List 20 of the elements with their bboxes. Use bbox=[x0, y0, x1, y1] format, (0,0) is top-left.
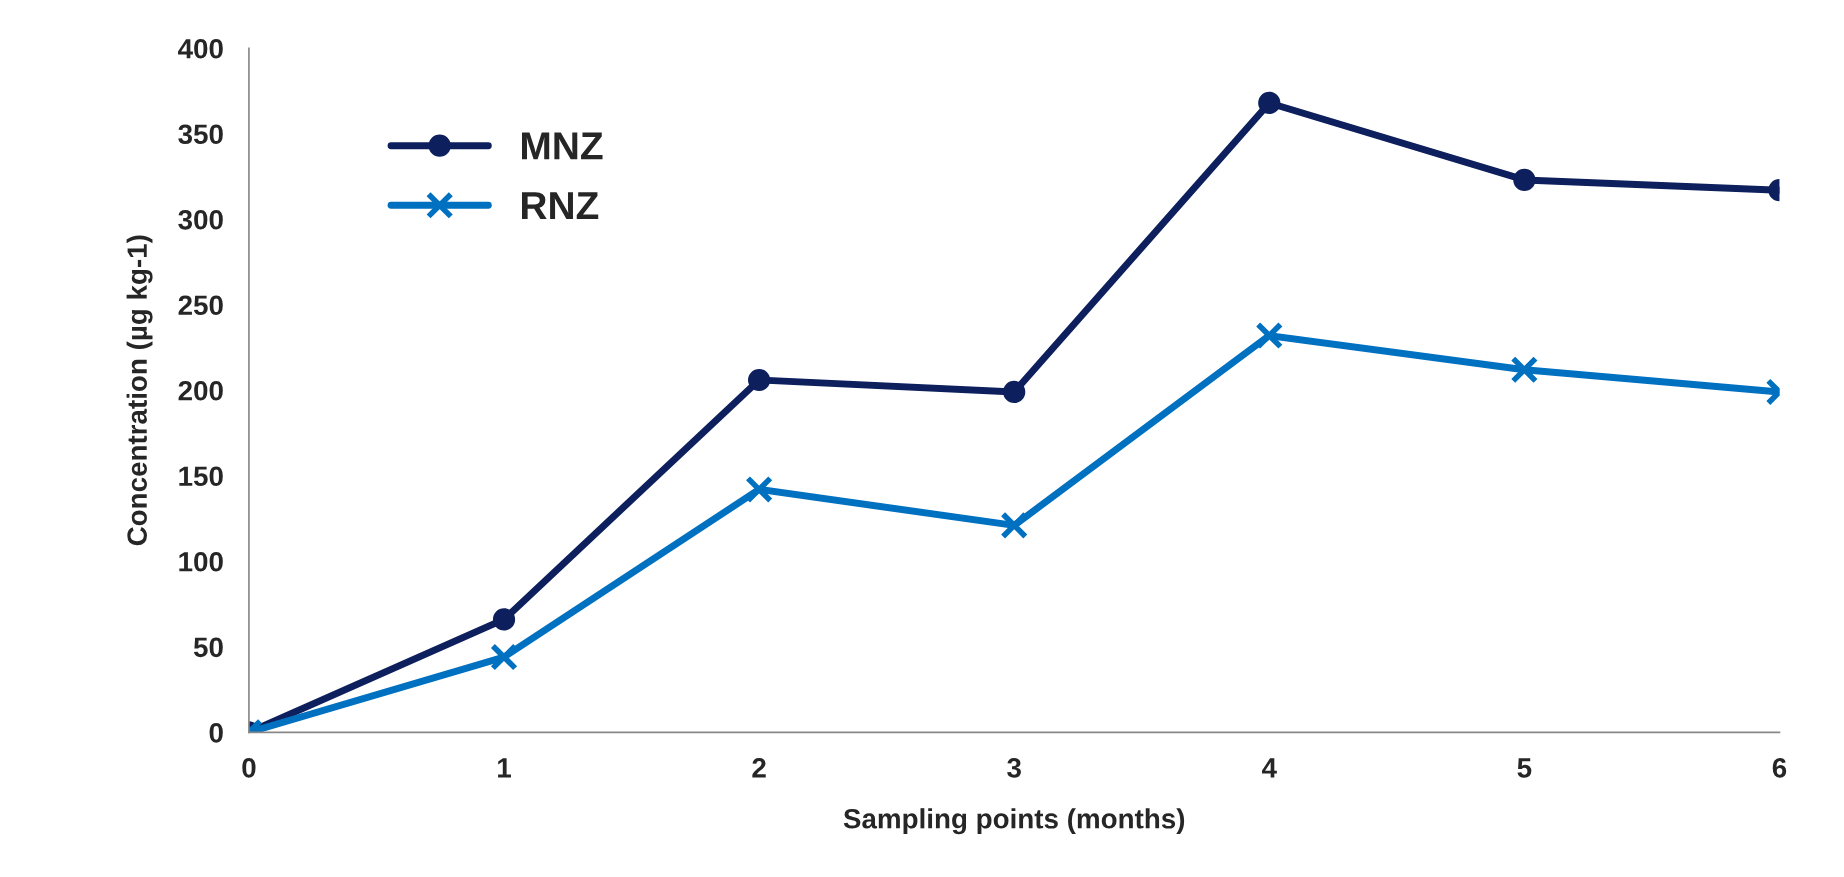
x-tick-label: 3 bbox=[1007, 758, 1021, 778]
y-tick-label: 200 bbox=[178, 380, 223, 401]
legend-label: RNZ bbox=[522, 192, 599, 219]
x-axis-title: Sampling points (months) bbox=[843, 808, 1185, 835]
y-tick-label: 300 bbox=[178, 209, 223, 230]
x-tick-label: 4 bbox=[1261, 758, 1277, 778]
y-tick-label: 400 bbox=[178, 38, 223, 59]
y-tick-label: 150 bbox=[179, 466, 223, 487]
x-tick-label: 6 bbox=[1772, 758, 1787, 778]
x-tick-label: 0 bbox=[242, 758, 256, 778]
y-tick-label: 100 bbox=[179, 551, 223, 572]
y-tick-label: 250 bbox=[178, 295, 223, 316]
y-tick-label: 50 bbox=[193, 637, 223, 658]
y-tick-label: 0 bbox=[209, 722, 223, 743]
y-axis-title: Concentration (µg kg-1) bbox=[126, 235, 153, 546]
x-tick-label: 1 bbox=[498, 758, 511, 778]
legend-label: MNZ bbox=[522, 132, 603, 160]
x-tick-label: 2 bbox=[752, 758, 766, 778]
y-tick-label: 350 bbox=[178, 124, 223, 145]
x-tick-label: 5 bbox=[1517, 758, 1532, 778]
